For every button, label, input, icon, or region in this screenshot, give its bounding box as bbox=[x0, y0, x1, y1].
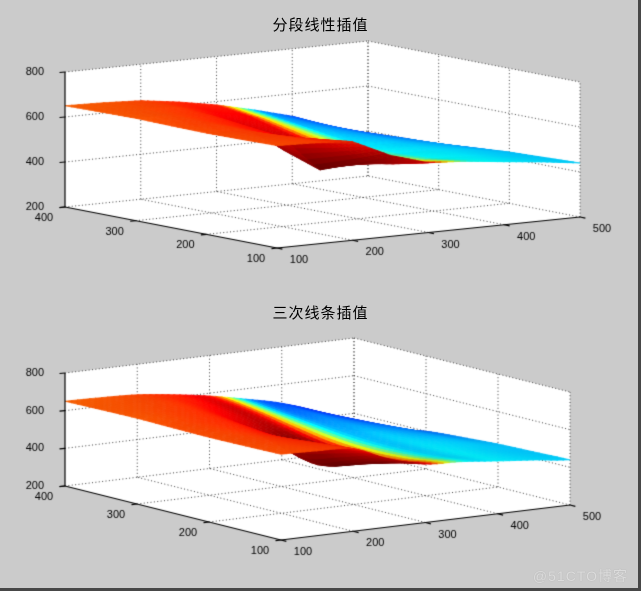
plot-title-cubic-spline: 三次线条插值 bbox=[272, 305, 369, 322]
plot-title-piecewise-linear: 分段线性插值 bbox=[272, 17, 369, 34]
surface-plot-piecewise-linear bbox=[0, 40, 638, 298]
watermark: @51CTO博客 bbox=[532, 568, 628, 584]
surface-plot-cubic-spline bbox=[0, 330, 638, 578]
